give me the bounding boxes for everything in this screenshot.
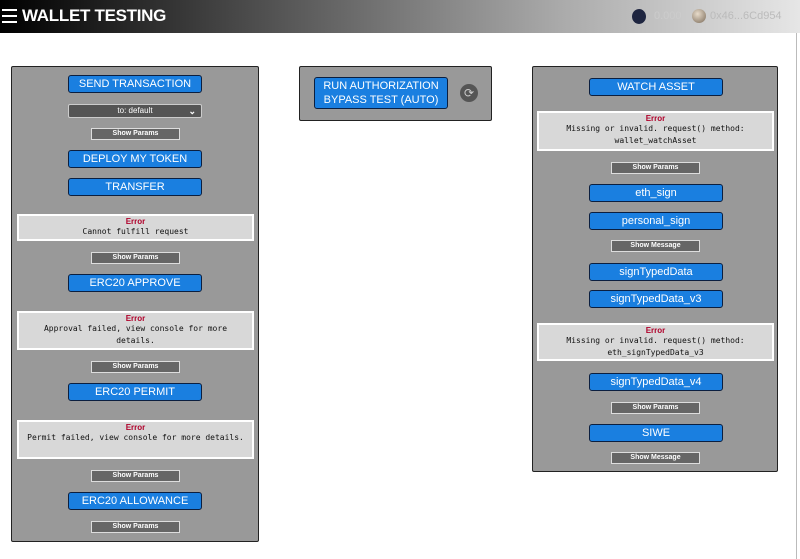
show-params-button[interactable]: Show Params [91,252,180,264]
error-label: Error [125,314,146,323]
error-label: Error [125,423,146,432]
sign-typed-data-v3-button[interactable]: signTypedData_v3 [589,290,723,308]
deploy-token-button[interactable]: DEPLOY MY TOKEN [68,150,202,168]
error-label: Error [125,217,146,226]
error-message: Missing or invalid. request() method: et… [566,336,745,357]
personal-sign-button[interactable]: personal_sign [589,212,723,230]
account-address[interactable]: 0x46...6Cd954 [710,10,782,22]
error-message: Approval failed, view console for more d… [43,324,228,345]
show-params-button[interactable]: Show Params [91,128,180,140]
error-label: Error [645,114,666,123]
error-label: Error [645,326,666,335]
transfer-button[interactable]: TRANSFER [68,178,202,196]
header: WALLET TESTING 0.000 0x46...6Cd954 [0,0,800,33]
to-select-value: to: default [117,106,153,115]
watch-asset-button[interactable]: WATCH ASSET [589,78,723,96]
balance: 0.000 [654,10,682,22]
show-params-button[interactable]: Show Params [91,470,180,482]
permit-error: Error Permit failed, view console for mor… [17,420,254,459]
scrollbar[interactable] [796,33,797,559]
siwe-button[interactable]: SIWE [589,424,723,442]
erc20-permit-button[interactable]: ERC20 PERMIT [68,383,202,401]
sign-typed-data-button[interactable]: signTypedData [589,263,723,281]
to-select[interactable]: to: default ⌄ [68,104,202,118]
approve-error: Error Approval failed, view console for m… [17,311,254,350]
erc20-allowance-button[interactable]: ERC20 ALLOWANCE [68,492,202,510]
watch-asset-error: Error Missing or invalid. request() metho… [537,111,774,151]
show-message-button[interactable]: Show Message [611,452,700,464]
show-message-button[interactable]: Show Message [611,240,700,252]
show-params-button[interactable]: Show Params [611,162,700,174]
erc20-approve-button[interactable]: ERC20 APPROVE [68,274,202,292]
show-params-button[interactable]: Show Params [91,521,180,533]
refresh-icon[interactable]: ⟳ [460,84,478,102]
transfer-error: Error Cannot fulfill request [17,214,254,241]
show-params-button[interactable]: Show Params [611,402,700,414]
account-avatar[interactable] [692,9,706,23]
app-title: WALLET TESTING [22,6,167,25]
sign-typed-data-v4-button[interactable]: signTypedData_v4 [589,373,723,391]
show-params-button[interactable]: Show Params [91,361,180,373]
eth-sign-button[interactable]: eth_sign [589,184,723,202]
send-transaction-button[interactable]: SEND TRANSACTION [68,75,202,93]
run-bypass-test-button[interactable]: RUN AUTHORIZATION BYPASS TEST (AUTO) [314,77,448,109]
hamburger-menu-icon[interactable] [2,9,17,23]
error-message: Permit failed, view console for more det… [27,433,244,442]
ethereum-icon [632,9,646,24]
error-message: Missing or invalid. request() method: wa… [566,124,745,145]
chevron-down-icon: ⌄ [188,106,196,116]
v3-error: Error Missing or invalid. request() metho… [537,323,774,361]
left-panel [11,66,259,542]
error-message: Cannot fulfill request [82,227,189,236]
